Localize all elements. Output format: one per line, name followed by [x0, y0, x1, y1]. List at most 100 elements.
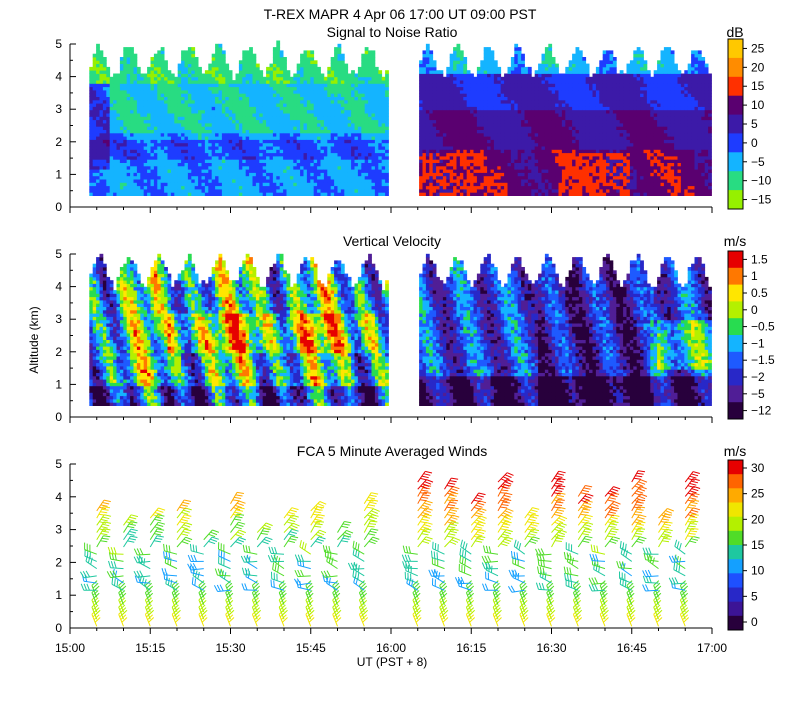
- heatmap-cells: [89, 40, 712, 196]
- wind-barb: [107, 546, 124, 555]
- wind-barb: [590, 544, 606, 555]
- wind-barb: [80, 583, 97, 591]
- wind-barb: [176, 514, 192, 526]
- wind-barb: [658, 528, 673, 541]
- colorbar-label: 1: [751, 269, 758, 283]
- wind-barb: [508, 569, 525, 577]
- wind-barb: [551, 529, 567, 541]
- y-tick-label: 2: [55, 345, 62, 359]
- wind-barb: [604, 492, 620, 504]
- x-tick-label: 15:15: [135, 641, 165, 655]
- y-tick-label: 4: [55, 70, 62, 84]
- wind-barb: [459, 555, 472, 570]
- y-tick-label: 4: [55, 280, 62, 294]
- colorbar-label: −15: [751, 193, 772, 207]
- snr-panel: 0 1 2 3 4 5: [55, 37, 713, 214]
- wind-barb: [218, 556, 231, 570]
- wind-barb: [444, 499, 459, 512]
- wind-barb: [524, 536, 540, 548]
- y-tick-label: 0: [55, 410, 62, 424]
- wind-barb: [524, 528, 540, 541]
- wind-barb: [363, 499, 379, 512]
- wind-barb: [189, 543, 204, 555]
- colorbar-swatch: [728, 587, 743, 603]
- wind-barb: [684, 478, 700, 490]
- wind-barb: [164, 555, 178, 570]
- colorbar-label: 10: [751, 98, 765, 112]
- wind-barb: [431, 557, 445, 570]
- wind-barb: [79, 570, 97, 579]
- colorbar-swatch: [728, 601, 743, 617]
- wind-barb: [283, 522, 300, 533]
- wind-barb: [604, 536, 620, 548]
- wind-barb: [512, 570, 525, 584]
- wind-barb: [123, 535, 138, 548]
- wind-barb: [470, 500, 487, 512]
- y-tick-label: 3: [55, 523, 62, 537]
- wind-barb: [322, 574, 338, 584]
- wind-barb: [417, 513, 432, 526]
- colorbar-swatch: [728, 318, 743, 336]
- wind-barb: [482, 583, 499, 591]
- wind-barb: [225, 587, 234, 605]
- snr-unit: dB: [726, 24, 743, 40]
- colorbar-label: 30: [751, 461, 765, 475]
- y-tick-label: 1: [55, 377, 62, 391]
- wind-barb: [96, 514, 112, 526]
- wind-barb: [577, 535, 593, 548]
- wind-barb: [497, 508, 514, 519]
- colorbar-label: −10: [751, 174, 772, 188]
- wind-barb: [564, 573, 579, 584]
- wind-barb: [497, 536, 514, 548]
- wind-barb: [674, 539, 686, 555]
- wind-barb: [551, 522, 567, 533]
- y-tick-label: 1: [55, 167, 62, 181]
- colorbar-swatch: [728, 57, 743, 78]
- wind-barb: [161, 568, 178, 577]
- wind-barb: [577, 485, 593, 497]
- wind-barb: [118, 580, 127, 598]
- y-tick-label: 2: [55, 555, 62, 569]
- y-tick-label: 0: [55, 621, 62, 635]
- wind-barb: [149, 521, 166, 533]
- wind-barb: [324, 549, 338, 562]
- y-tick-label: 5: [55, 457, 62, 471]
- wind-barb: [310, 529, 327, 541]
- colorbar-swatch: [728, 351, 743, 370]
- colorbar-label: 25: [751, 41, 765, 55]
- colorbar-swatch: [728, 301, 743, 319]
- wind-barb: [230, 500, 246, 512]
- wind-barb: [283, 507, 299, 519]
- wind-barb: [551, 506, 566, 519]
- wind-barb: [352, 547, 365, 562]
- y-tick-label: 2: [55, 135, 62, 149]
- wind-barb: [537, 566, 552, 577]
- wind-barb: [337, 521, 352, 533]
- wind-barb: [108, 552, 124, 562]
- wind-barb: [642, 569, 659, 578]
- wind-barb: [631, 536, 647, 548]
- wind-barb: [417, 536, 433, 548]
- wind-barb: [267, 554, 285, 563]
- colorbar-label: 0: [751, 615, 758, 629]
- wind-barb: [454, 576, 472, 585]
- wind-barb: [412, 580, 421, 598]
- wind-barb: [470, 528, 486, 541]
- colorbar-label: 20: [751, 512, 765, 526]
- wind-barb: [497, 472, 514, 483]
- wind-barb: [519, 580, 528, 598]
- wind-barb: [631, 527, 646, 541]
- wind-barb: [163, 543, 178, 555]
- wind-barb: [417, 479, 434, 490]
- wind-barb: [483, 545, 499, 555]
- wind-barb: [149, 514, 165, 526]
- wind-barb: [96, 499, 111, 512]
- wind-barb: [404, 571, 418, 584]
- wind-barb: [470, 492, 486, 504]
- wind-barb: [551, 492, 566, 504]
- wind-barb: [551, 470, 566, 483]
- wind-barb: [642, 584, 659, 592]
- colorbar: 25 20 15 10 5 0 −5 −10 −15: [727, 38, 772, 210]
- wind-barb: [363, 520, 378, 533]
- wind-barb: [539, 569, 552, 584]
